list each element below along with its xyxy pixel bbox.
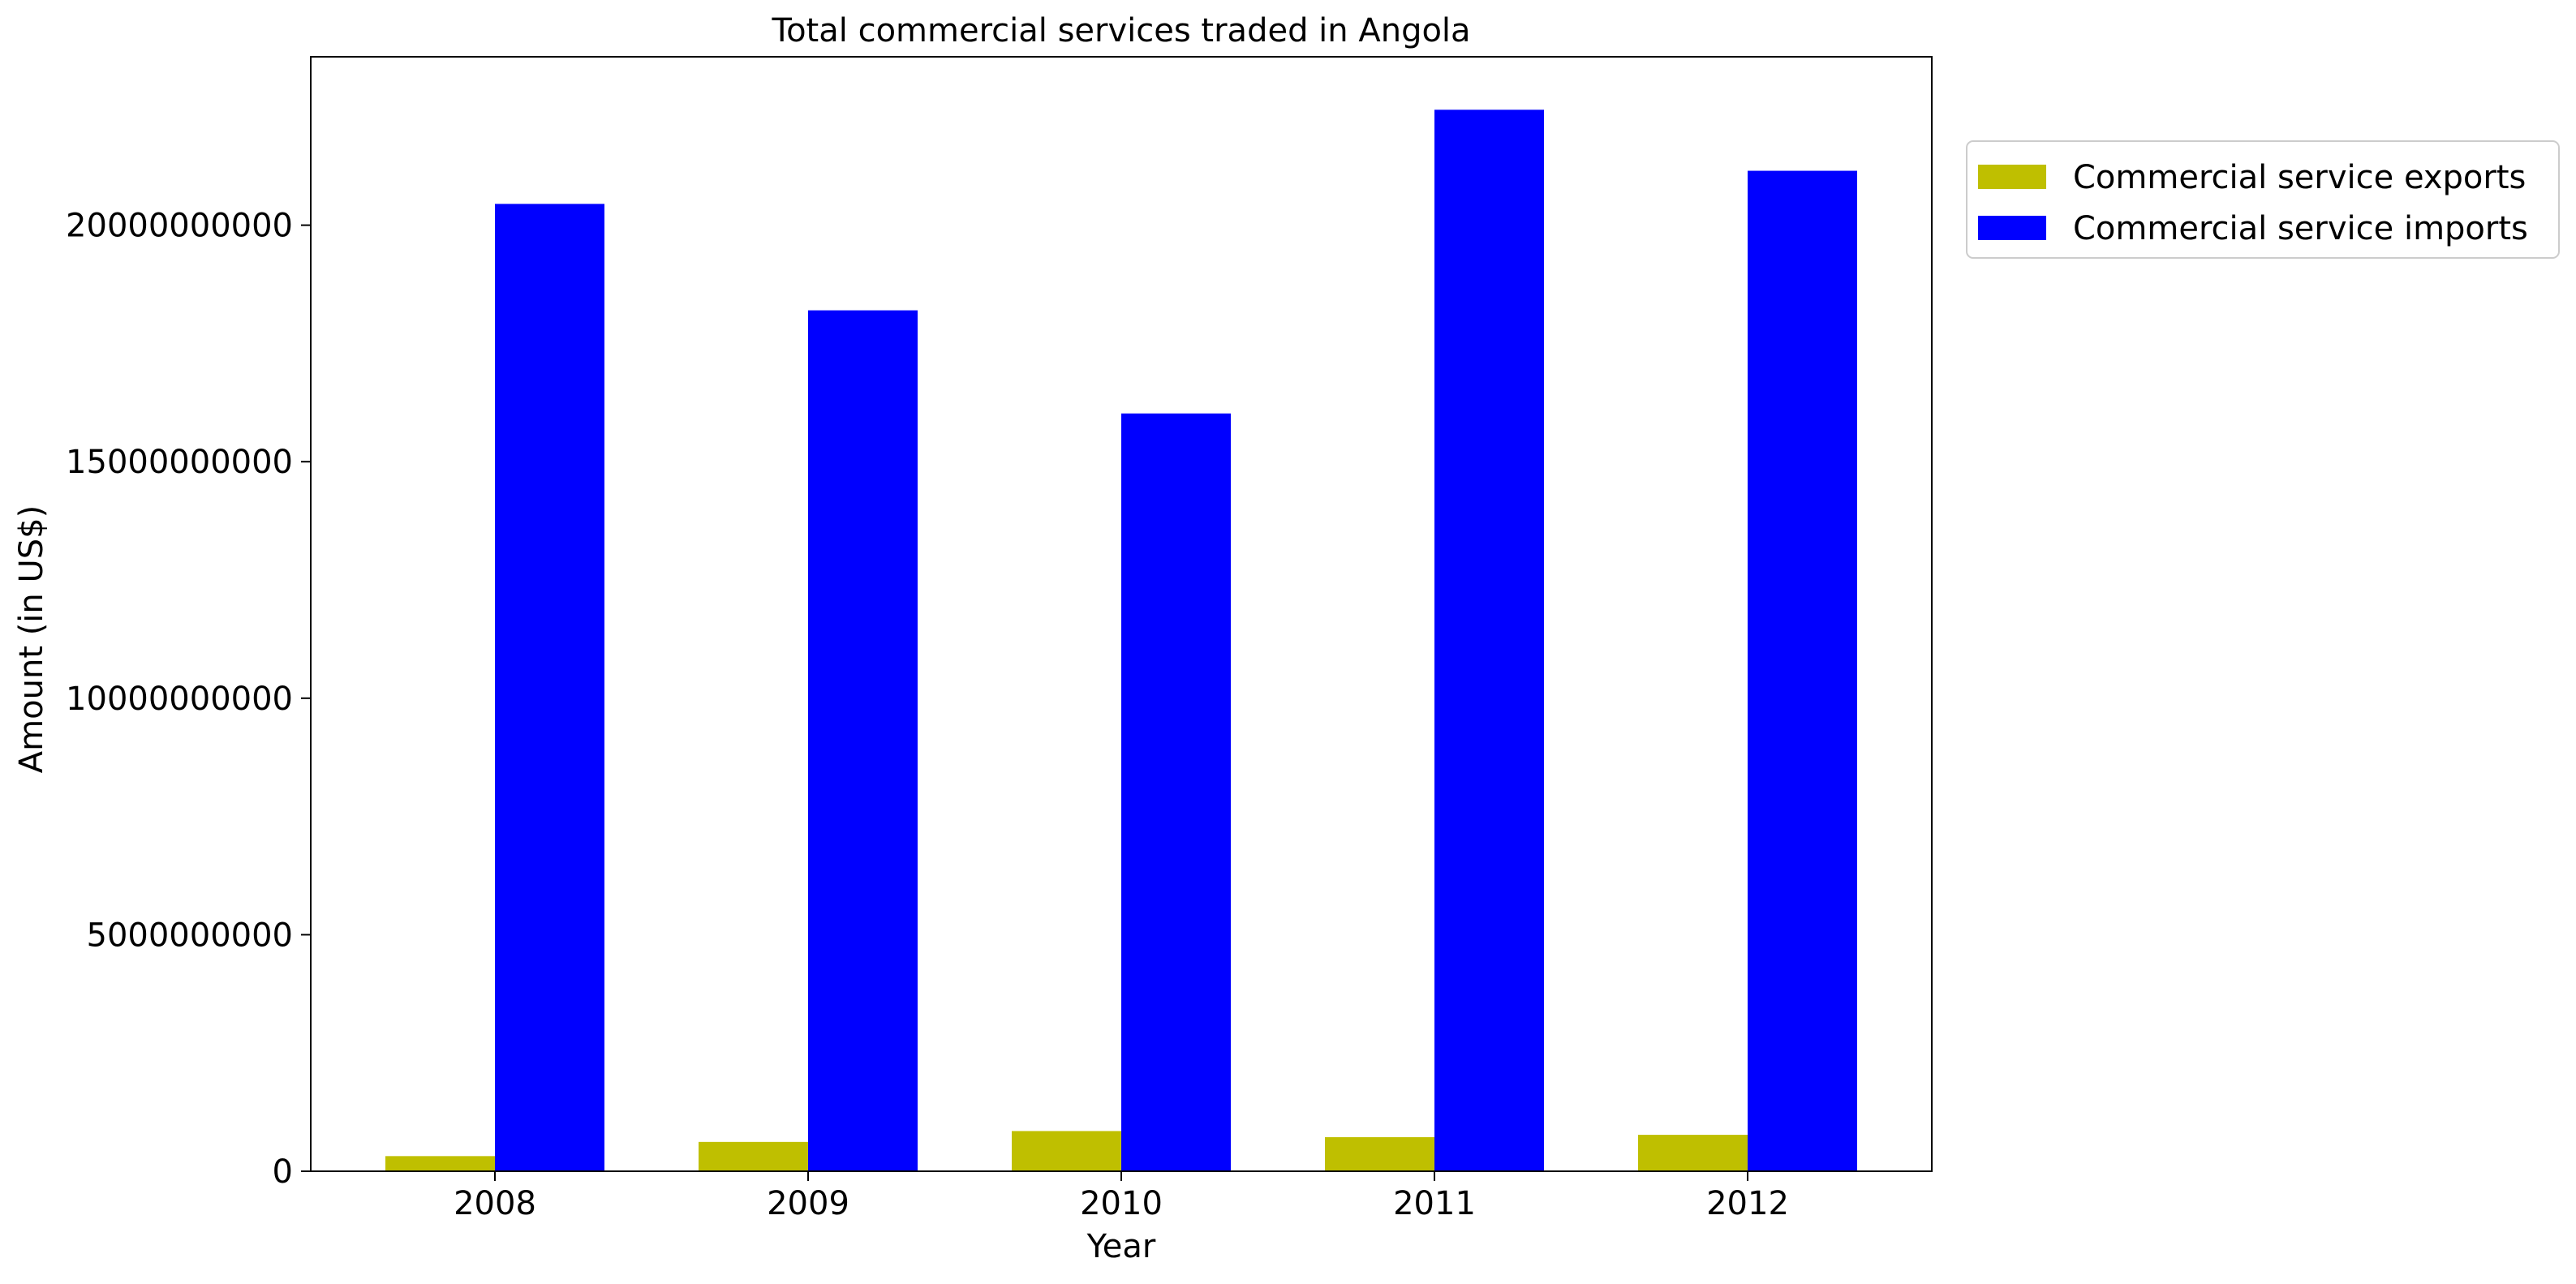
x-tick-label: 2011 [1393,1185,1476,1222]
import-bar-2008 [495,204,604,1171]
export-bar-2010 [1012,1131,1121,1171]
y-axis-label: Amount (in US$) [13,505,50,773]
y-tick-label: 5000000000 [87,917,294,954]
import-bar-2012 [1748,170,1857,1172]
import-bar-2009 [808,310,918,1171]
plot-area: 0 5000000000 10000000000 15000000000 2000000… [66,56,1933,1222]
y-tick-label: 15000000000 [66,444,293,481]
legend: Commercial service exports Commercial ser… [1966,140,2560,259]
export-bar-2008 [385,1156,495,1171]
chart-title: Total commercial services traded in Ango… [771,12,1470,49]
x-tick-label: 2008 [454,1185,536,1222]
x-tick-label: 2009 [767,1185,849,1222]
export-bar-2011 [1325,1137,1434,1171]
y-tick-label: 10000000000 [66,681,293,718]
x-tick-label: 2012 [1706,1185,1789,1222]
import-bar-2010 [1121,413,1231,1171]
x-axis-label: Year [1086,1228,1156,1265]
legend-swatch [1978,216,2046,240]
export-bar-2012 [1638,1135,1748,1171]
legend-swatch [1978,165,2046,189]
y-tick-label: 20000000000 [66,208,293,245]
export-bar-2009 [699,1141,808,1171]
legend-frame [1966,140,2560,259]
x-tick-label: 2010 [1080,1185,1163,1222]
legend-label: Commercial service exports [2073,159,2526,196]
y-tick-label: 0 [273,1153,293,1191]
import-bar-2011 [1434,110,1544,1171]
legend-label: Commercial service imports [2073,210,2528,247]
